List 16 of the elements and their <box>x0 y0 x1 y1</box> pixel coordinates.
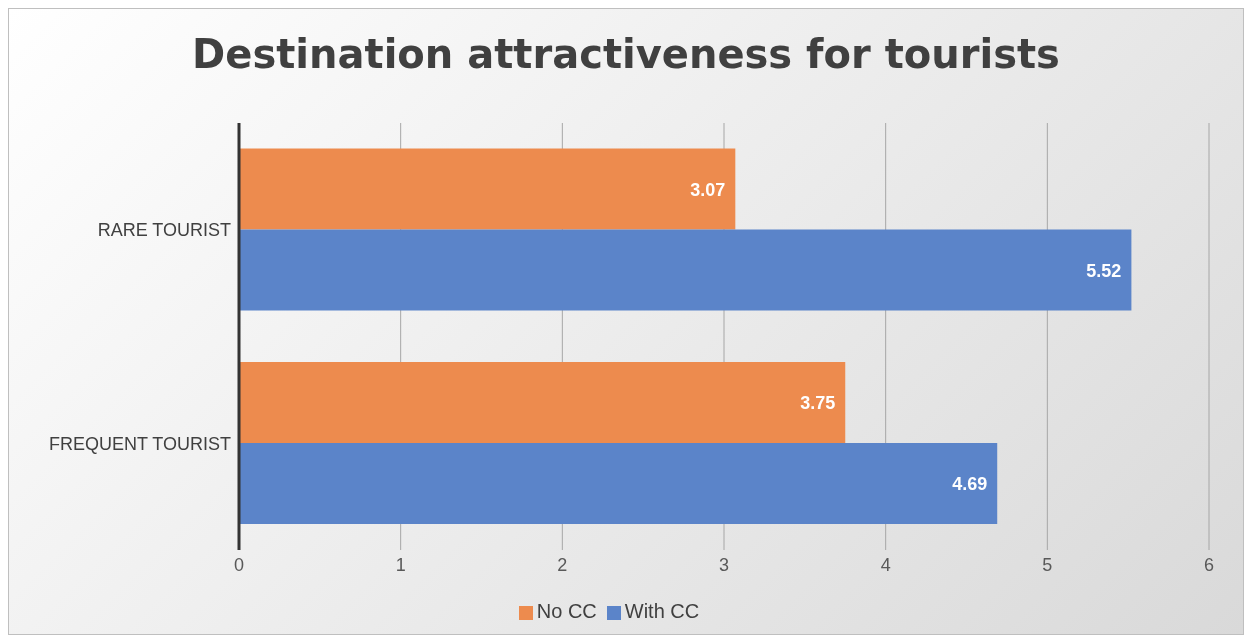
y-tick-label: FREQUENT TOURIST <box>48 433 231 454</box>
legend-label: With CC <box>624 600 700 622</box>
data-label: 5.52 <box>1086 260 1122 281</box>
x-tick-label: 4 <box>880 554 891 575</box>
x-tick-label: 2 <box>557 554 568 575</box>
data-label: 3.75 <box>800 393 836 414</box>
x-tick-label: 6 <box>1203 554 1215 575</box>
legend-label: No CC <box>536 600 597 622</box>
x-tick-label: 0 <box>233 554 245 575</box>
x-tick-label: 3 <box>718 554 730 575</box>
x-tick-label: 5 <box>1042 554 1053 575</box>
x-tick-label: 1 <box>395 554 406 575</box>
chart-title: Destination attractiveness for tourists <box>191 30 1061 79</box>
y-tick-label: RARE TOURIST <box>97 220 231 241</box>
data-label: 4.69 <box>952 474 988 495</box>
data-label: 3.07 <box>690 179 726 200</box>
